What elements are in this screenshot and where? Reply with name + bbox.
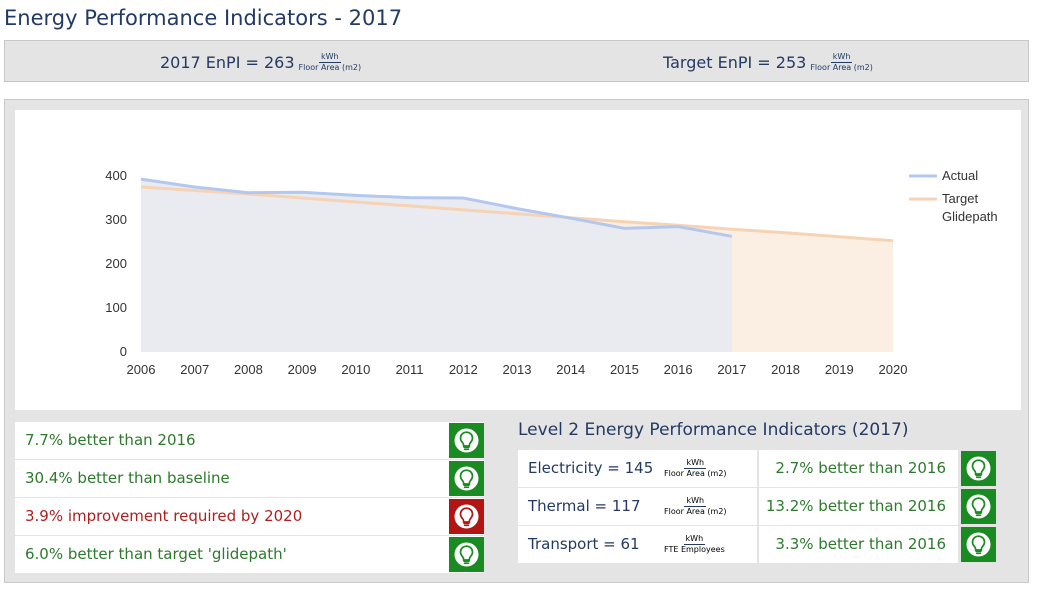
y-tick-label: 400: [105, 168, 127, 183]
level2-unit: kWh Floor Area (m2): [664, 497, 727, 516]
x-tick-label: 2007: [180, 362, 209, 377]
main-panel: 0 100 200 300 400 2006 2007 2008 2009 2010 2011 201…: [4, 99, 1029, 583]
unit-numerator: kWh: [684, 458, 707, 469]
unit-numerator: kWh: [684, 496, 707, 507]
x-tick-label: 2011: [396, 362, 424, 377]
level2-unit: kWh Floor Area (m2): [664, 459, 727, 478]
level2-status-text: 13.2% better than 2016: [765, 497, 946, 515]
level2-status-text: 3.3% better than 2016: [775, 535, 946, 553]
level2-status-text: 2.7% better than 2016: [775, 459, 946, 477]
x-tick-label: 2020: [879, 362, 908, 377]
target-enpi: Target EnPI = 253 kWh Floor Area (m2): [663, 41, 873, 83]
unit-denominator: Floor Area (m2): [664, 469, 727, 478]
lightbulb-icon: [449, 537, 484, 572]
lightbulb-icon: [449, 423, 484, 458]
unit-numerator: kWh: [683, 534, 706, 545]
unit-denominator: Floor Area (m2): [664, 507, 727, 516]
unit-numerator: kWh: [830, 51, 853, 63]
x-tick-label: 2014: [556, 362, 585, 377]
lightbulb-icon: [449, 461, 484, 496]
target-enpi-unit: kWh Floor Area (m2): [810, 51, 873, 72]
actual-area: [141, 179, 732, 352]
level2-status-cell: 3.3% better than 2016: [759, 526, 958, 563]
current-enpi-unit: kWh Floor Area (m2): [298, 51, 362, 72]
page-title: Energy Performance Indicators - 2017: [4, 6, 403, 30]
status-row: 3.9% improvement required by 2020: [15, 498, 484, 535]
x-tick-label: 2017: [717, 362, 746, 377]
level2-title: Level 2 Energy Performance Indicators (2…: [518, 420, 909, 440]
level2-indicator-name: Electricity = 145: [528, 459, 654, 477]
x-tick-label: 2013: [503, 362, 532, 377]
x-tick-label: 2019: [825, 362, 854, 377]
level2-indicator-cell: Transport = 61 kWh FTE Employees: [518, 526, 757, 563]
status-text: 30.4% better than baseline: [25, 469, 230, 487]
y-tick-label: 200: [105, 256, 127, 271]
level2-table: Electricity = 145 kWh Floor Area (m2) 2.7% …: [518, 450, 996, 564]
target-line: [140, 185, 894, 243]
x-tick-label: 2018: [771, 362, 800, 377]
status-text: 6.0% better than target 'glidepath': [25, 545, 287, 563]
level1-status-list: 7.7% better than 2016 30.4% better than b…: [15, 422, 484, 574]
level2-indicator-name: Thermal = 117: [528, 497, 641, 515]
lightbulb-icon: [961, 451, 996, 486]
status-row: 7.7% better than 2016: [15, 422, 484, 459]
status-row: 6.0% better than target 'glidepath': [15, 536, 484, 573]
y-tick-label: 300: [105, 212, 127, 227]
legend-actual-label: Actual: [942, 168, 978, 183]
legend-target-label: Target: [942, 191, 979, 206]
x-tick-label: 2016: [664, 362, 693, 377]
level2-status-cell: 2.7% better than 2016: [759, 450, 958, 487]
current-enpi-label: 2017 EnPI = 263: [160, 52, 295, 72]
x-tick-label: 2008: [234, 362, 263, 377]
actual-line: [140, 177, 733, 238]
y-tick-label: 100: [105, 300, 127, 315]
status-row: 30.4% better than baseline: [15, 460, 484, 497]
level2-indicator-cell: Thermal = 117 kWh Floor Area (m2): [518, 488, 757, 525]
enpi-area-chart: 0 100 200 300 400 2006 2007 2008 2009 2010 2011 201…: [105, 168, 998, 377]
status-text: 7.7% better than 2016: [25, 431, 196, 449]
target-enpi-label: Target EnPI = 253: [663, 52, 807, 72]
x-tick-label: 2015: [610, 362, 639, 377]
x-tick-label: 2012: [449, 362, 478, 377]
lightbulb-icon: [961, 489, 996, 524]
level2-indicator-cell: Electricity = 145 kWh Floor Area (m2): [518, 450, 757, 487]
enpi-chart-card: 0 100 200 300 400 2006 2007 2008 2009 2010 2011 201…: [15, 110, 1021, 410]
lightbulb-icon: [961, 527, 996, 562]
unit-denominator: FTE Employees: [664, 545, 725, 554]
lightbulb-icon: [449, 499, 484, 534]
level2-row: Thermal = 117 kWh Floor Area (m2) 13.2% bet…: [518, 488, 996, 525]
status-text: 3.9% improvement required by 2020: [25, 507, 303, 525]
level2-indicator-name: Transport = 61: [528, 535, 640, 553]
level2-row: Transport = 61 kWh FTE Employees 3.3% bette…: [518, 526, 996, 563]
y-tick-label: 0: [120, 344, 127, 359]
level2-row: Electricity = 145 kWh Floor Area (m2) 2.7% …: [518, 450, 996, 487]
level2-unit: kWh FTE Employees: [664, 535, 725, 554]
x-tick-label: 2006: [127, 362, 156, 377]
x-tick-label: 2010: [341, 362, 370, 377]
unit-numerator: kWh: [319, 51, 341, 63]
unit-denominator: Floor Area (m2): [810, 62, 873, 72]
x-tick-label: 2009: [288, 362, 317, 377]
enpi-summary-bar: 2017 EnPI = 263 kWh Floor Area (m2) Targ…: [4, 40, 1029, 82]
legend-target-label: Glidepath: [942, 209, 998, 224]
unit-denominator: Floor Area (m2): [298, 62, 362, 72]
current-enpi: 2017 EnPI = 263 kWh Floor Area (m2): [160, 41, 361, 83]
level2-status-cell: 13.2% better than 2016: [759, 488, 958, 525]
